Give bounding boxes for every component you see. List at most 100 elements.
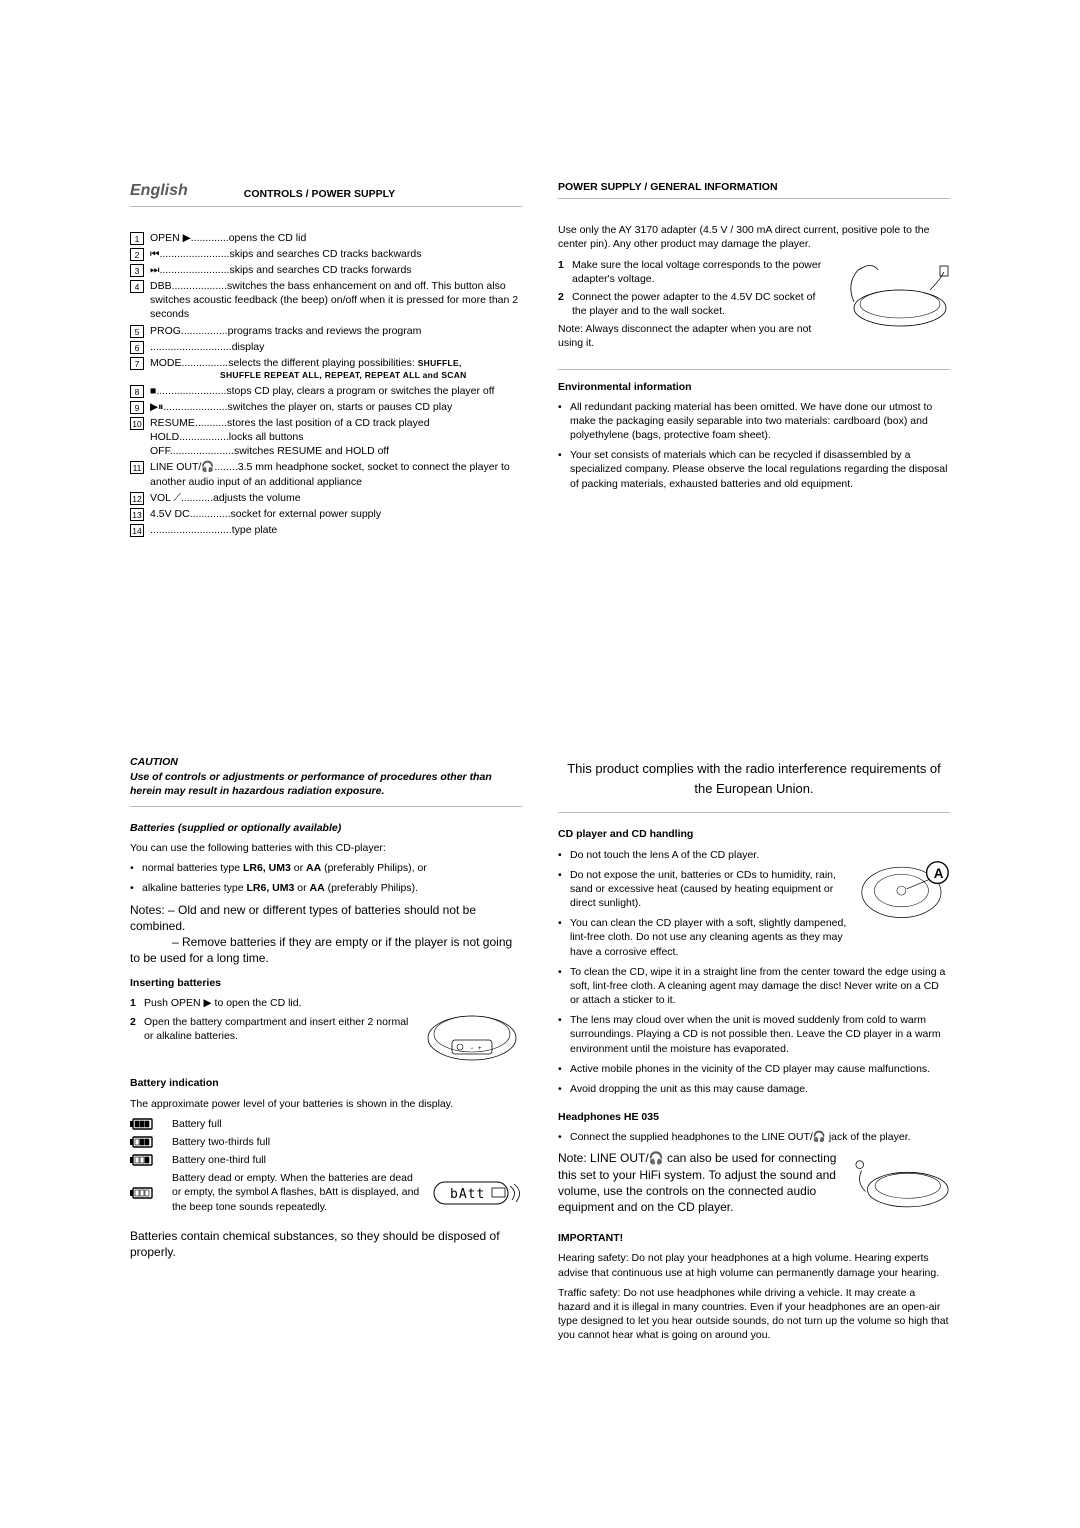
caution-body: Use of controls or adjustments or perfor…	[130, 770, 522, 798]
battery-levels: Battery fullBattery two-thirds fullBatte…	[130, 1117, 522, 1214]
battery-icon	[130, 1153, 156, 1167]
step-text-2: Connect the power adapter to the 4.5V DC…	[572, 290, 832, 318]
bullet-text: alkaline batteries type LR6, UM3 or AA (…	[142, 881, 418, 895]
lower-right: This product complies with the radio int…	[558, 755, 950, 1348]
bullet-icon: •	[558, 848, 570, 862]
cd-bullet: •Do not expose the unit, batteries or CD…	[558, 868, 852, 911]
dots-leader: ...........	[195, 417, 227, 429]
control-number: 6	[130, 341, 144, 354]
control-row: 12VOL ⟋...........adjusts the volume	[130, 491, 522, 505]
dots-leader: ..............	[190, 508, 231, 520]
bullet-icon: •	[558, 1082, 570, 1096]
battery-level-row: Battery dead or empty. When the batterie…	[130, 1171, 522, 1214]
right-column: POWER SUPPLY / GENERAL INFORMATION Use o…	[558, 180, 950, 545]
svg-text:bAtt: bAtt	[450, 1187, 485, 1202]
control-number: 13	[130, 508, 144, 521]
batteries-intro: You can use the following batteries with…	[130, 841, 522, 855]
insert-1-pre: Push OPEN	[144, 997, 204, 1009]
svg-text:+: +	[478, 1046, 482, 1052]
caution-block: CAUTION Use of controls or adjustments o…	[130, 755, 522, 807]
batteries-head: Batteries (supplied or optionally availa…	[130, 821, 522, 835]
cd-bullet: •Do not touch the lens A of the CD playe…	[558, 848, 852, 862]
dots-leader: ...........	[181, 492, 213, 504]
compliance-statement: This product complies with the radio int…	[558, 755, 950, 813]
env-text-2: Your set consists of materials which can…	[570, 448, 950, 491]
control-label: LINE OUT/🎧	[150, 461, 214, 473]
control-number: 5	[130, 325, 144, 338]
dots-leader: ........................	[159, 264, 229, 276]
bullet-icon: •	[130, 861, 142, 875]
control-desc: type plate	[232, 524, 278, 536]
caution-head: CAUTION	[130, 755, 522, 769]
control-label: DBB	[150, 280, 172, 292]
control-desc: skips and searches CD tracks forwards	[229, 264, 411, 276]
cd-bullet-text: Do not touch the lens A of the CD player…	[570, 848, 759, 862]
play-icon: ▶	[204, 997, 212, 1009]
control-row: 5 PROG................programs tracks and…	[130, 324, 522, 338]
disposal-note: Batteries contain chemical substances, s…	[130, 1228, 522, 1260]
power-steps-wrap: 1 Make sure the local voltage correspond…	[558, 258, 950, 357]
controls-list: 1OPEN ▶.............opens the CD lid 2⏮..…	[130, 231, 522, 538]
env-head: Environmental information	[558, 380, 950, 394]
step-num-1: 1	[558, 258, 572, 286]
inserting-head: Inserting batteries	[130, 976, 522, 990]
step-num-2: 2	[558, 290, 572, 318]
control-row: 8■........................stops CD play,…	[130, 384, 522, 398]
control-row: 6............................display	[130, 340, 522, 354]
battery-level-row: Battery full	[130, 1117, 522, 1131]
control-desc: programs tracks and reviews the program	[228, 325, 422, 337]
bullet-icon: •	[558, 448, 570, 491]
bullet-icon: •	[558, 965, 570, 1008]
battery-type-bullet: •alkaline batteries type LR6, UM3 or AA …	[130, 881, 522, 895]
step-num: 1	[130, 996, 144, 1010]
control-row: 11 LINE OUT/🎧........3.5 mm headphone soc…	[130, 460, 522, 488]
control-body: ⏭........................skips and searc…	[150, 263, 522, 277]
cd-head: CD player and CD handling	[558, 827, 950, 841]
control-row: 2⏮........................skips and sear…	[130, 247, 522, 261]
batteries-notes: Notes: – Old and new or different types …	[130, 902, 522, 967]
lower-left: CAUTION Use of controls or adjustments o…	[130, 755, 522, 1348]
control-label: VOL ⟋	[150, 492, 181, 504]
env-text-1: All redundant packing material has been …	[570, 400, 950, 443]
cd-bullet-text: Active mobile phones in the vicinity of …	[570, 1062, 930, 1076]
power-step-2: 2 Connect the power adapter to the 4.5V …	[558, 290, 832, 318]
bullet-icon: •	[558, 400, 570, 443]
notes-0: – Old and new or different types of batt…	[130, 903, 476, 933]
control-desc: stores the last position of a CD track p…	[227, 417, 430, 429]
control-desc: socket for external power supply	[231, 508, 382, 520]
cd-bullet: •Active mobile phones in the vicinity of…	[558, 1062, 950, 1076]
control-label: RESUME	[150, 417, 195, 429]
cd-lens-illustration: A	[860, 848, 950, 926]
header-right: POWER SUPPLY / GENERAL INFORMATION	[558, 180, 950, 199]
control-body: PROG................programs tracks and …	[150, 324, 522, 338]
control-body: ⏮........................skips and searc…	[150, 247, 522, 261]
lower-columns: CAUTION Use of controls or adjustments o…	[130, 755, 950, 1348]
svg-text:A: A	[934, 866, 944, 881]
control-label: MODE	[150, 357, 182, 369]
cd-bullet: •Avoid dropping the unit as this may cau…	[558, 1082, 950, 1096]
control-body: ▶⏸......................switches the pla…	[150, 400, 522, 414]
control-body: LINE OUT/🎧........3.5 mm headphone socke…	[150, 460, 522, 488]
control-number: 9	[130, 401, 144, 414]
step-num: 2	[130, 1015, 144, 1043]
dots-leader: ............................	[150, 341, 232, 353]
control-row: 1OPEN ▶.............opens the CD lid	[130, 231, 522, 245]
env-bullet-1: • All redundant packing material has bee…	[558, 400, 950, 443]
control-number: 11	[130, 461, 144, 474]
battery-type-bullet: •normal batteries type LR6, UM3 or AA (p…	[130, 861, 522, 875]
adapter-illustration	[840, 258, 950, 328]
bullet-icon: •	[558, 916, 570, 959]
indication-intro: The approximate power level of your batt…	[130, 1097, 522, 1111]
display-batt-illustration: bAtt	[432, 1178, 522, 1208]
control-row: 14............................type plate	[130, 523, 522, 537]
control-subline: SHUFFLE REPEAT ALL, REPEAT, REPEAT ALL a…	[220, 370, 522, 381]
control-desc: switches the player on, starts or pauses…	[228, 401, 453, 413]
control-desc: skips and searches CD tracks backwards	[229, 248, 421, 260]
notes-1: – Remove batteries if they are empty or …	[130, 935, 512, 965]
dots-leader: ................	[182, 357, 229, 369]
dots-leader: .............	[191, 232, 229, 244]
control-number: 8	[130, 385, 144, 398]
control-body: RESUME...........stores the last positio…	[150, 416, 522, 459]
control-desc: opens the CD lid	[229, 232, 307, 244]
bullet-icon: •	[558, 1013, 570, 1056]
